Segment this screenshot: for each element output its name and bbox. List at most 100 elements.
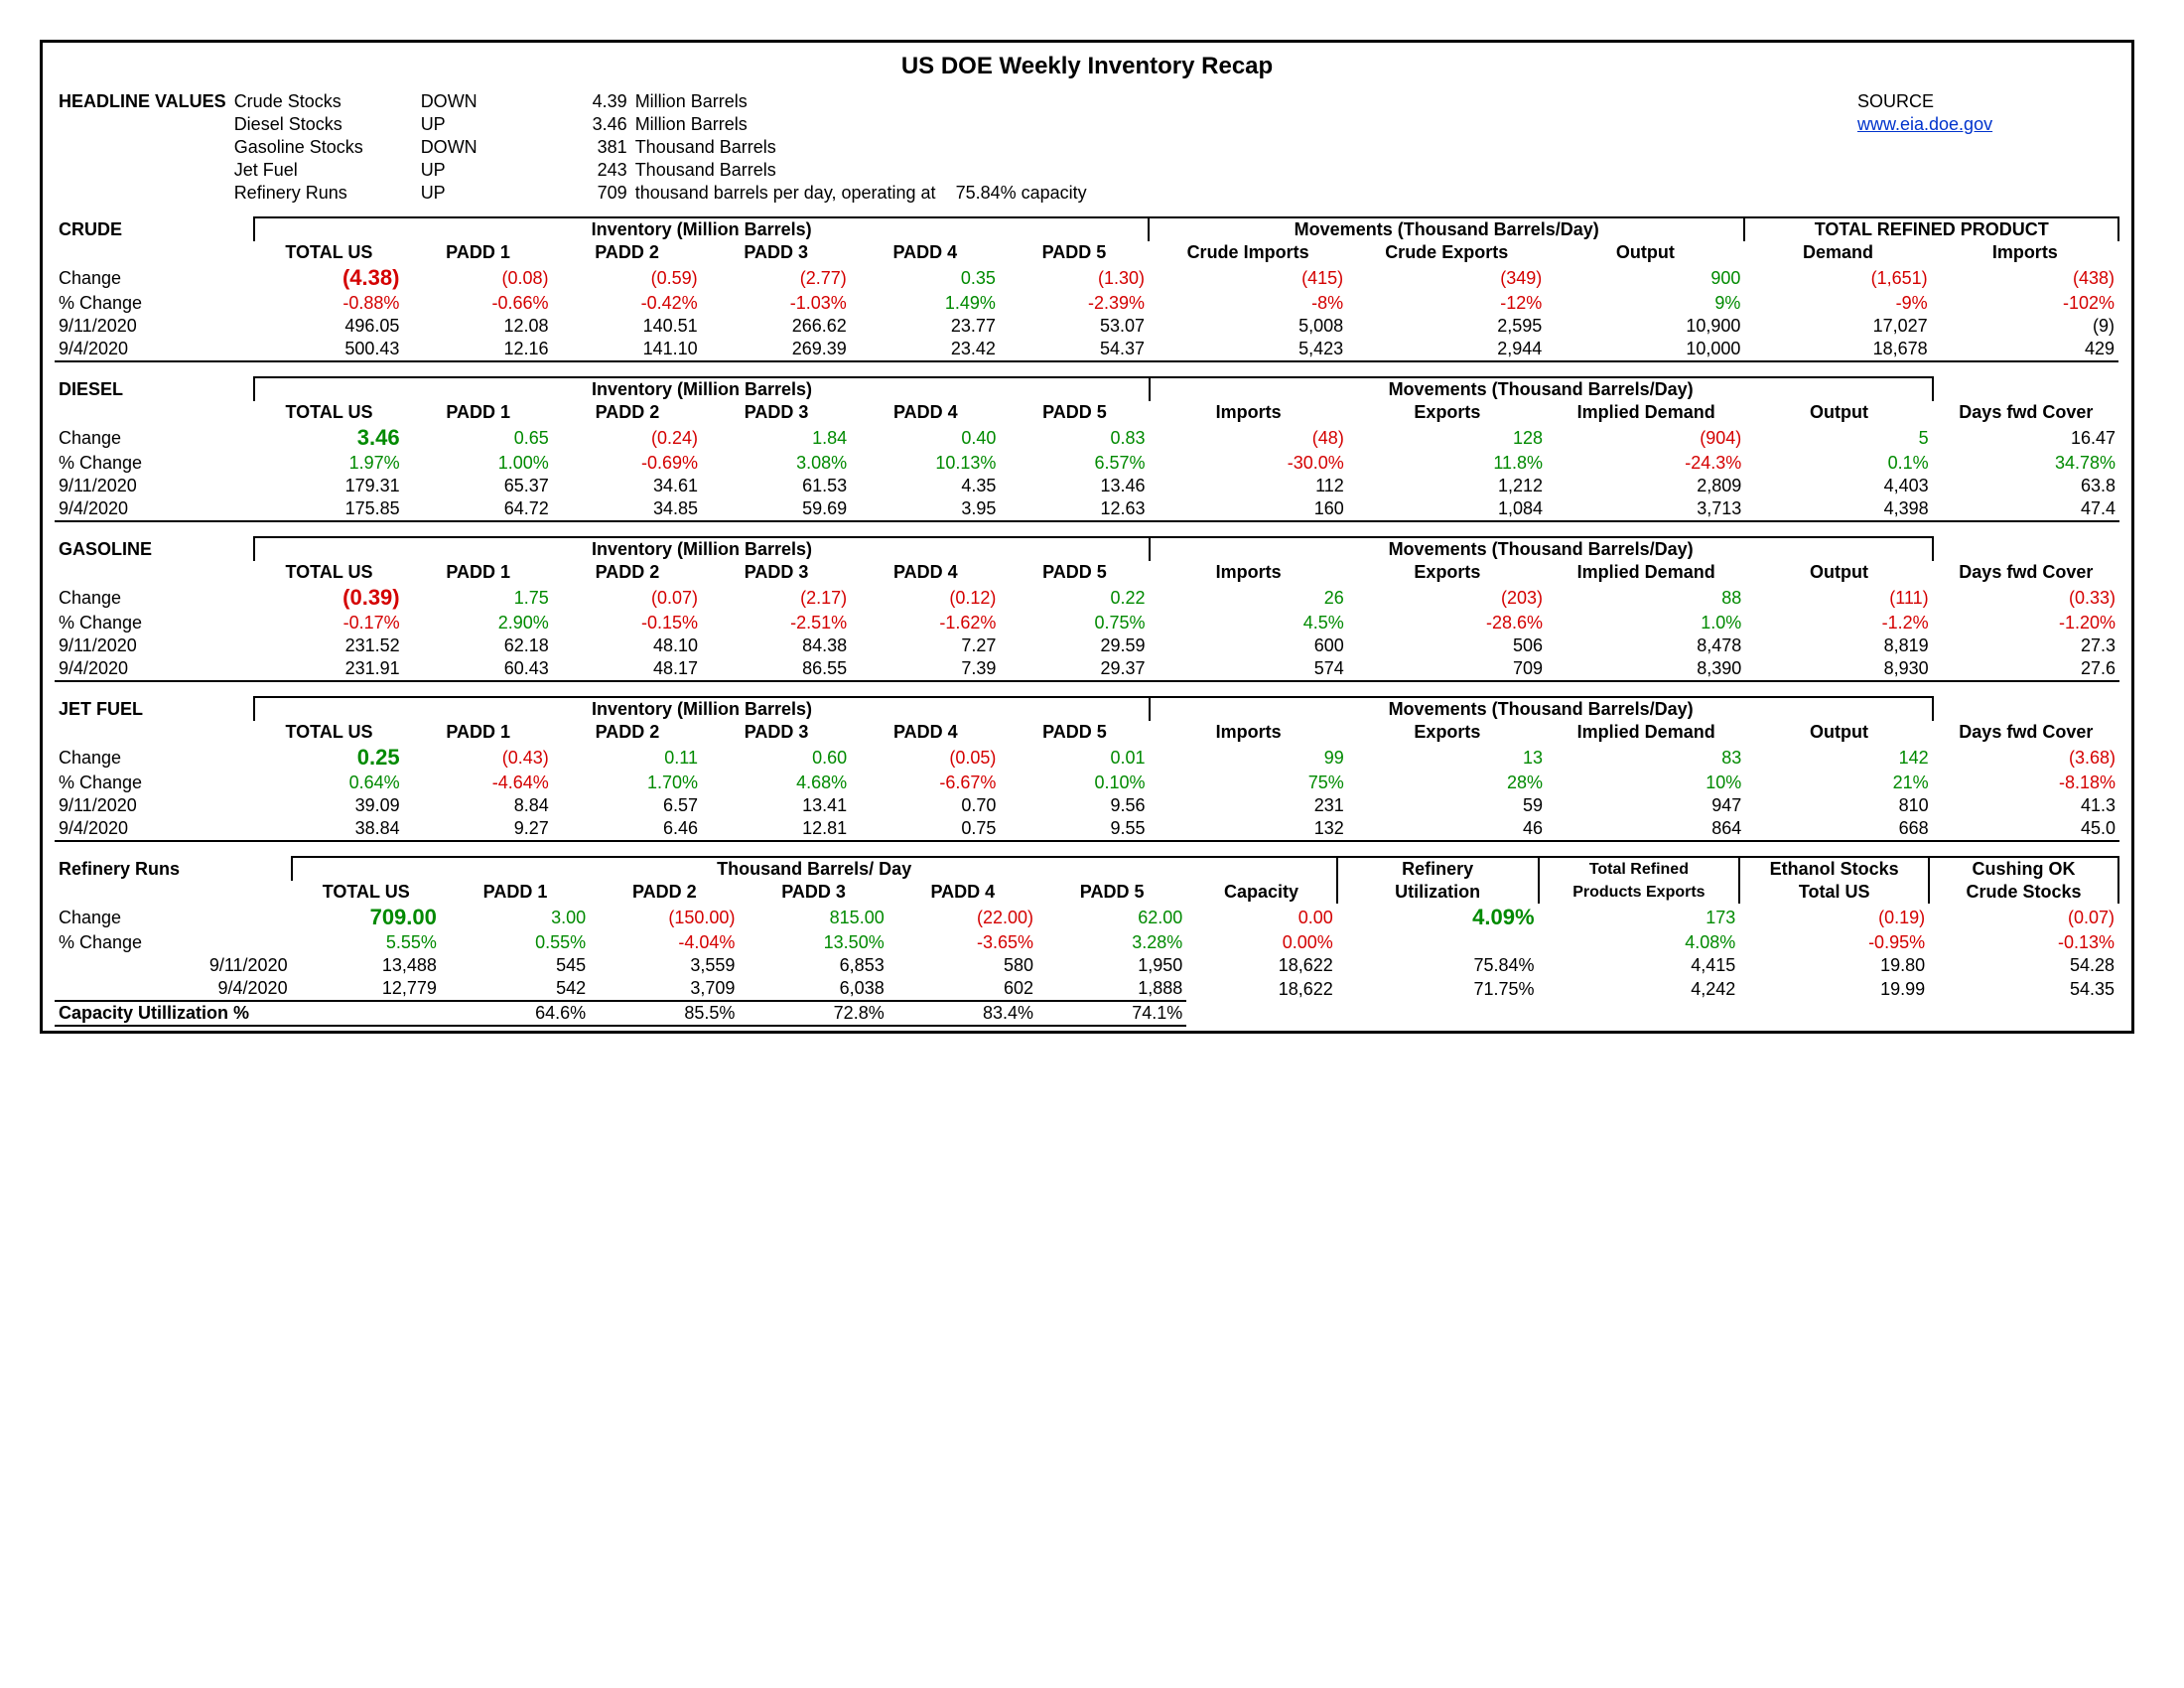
data-cell: 1.70% bbox=[553, 772, 702, 794]
data-cell: 13,488 bbox=[292, 954, 441, 977]
data-cell: -9% bbox=[1744, 292, 1931, 315]
data-cell: 34.78% bbox=[1933, 452, 2119, 475]
data-cell: 34.61 bbox=[553, 475, 702, 497]
data-cell: 34.85 bbox=[553, 497, 702, 521]
data-cell: 142 bbox=[1745, 744, 1932, 772]
data-cell: 5.55% bbox=[292, 931, 441, 954]
data-cell: (1,651) bbox=[1744, 264, 1931, 292]
data-cell: 19.99 bbox=[1739, 977, 1929, 1001]
data-cell: 545 bbox=[441, 954, 590, 977]
data-cell: 3,713 bbox=[1547, 497, 1745, 521]
data-cell: 60.43 bbox=[404, 657, 553, 681]
data-cell: 54.37 bbox=[1000, 338, 1149, 361]
data-cell: 709 bbox=[1348, 657, 1547, 681]
data-cell: 88 bbox=[1547, 584, 1745, 612]
refinery-table: Refinery Runs Thousand Barrels/ Day Refi… bbox=[55, 856, 2119, 1027]
data-cell: -0.95% bbox=[1739, 931, 1929, 954]
source-label: SOURCE bbox=[1853, 90, 2119, 113]
data-cell: 140.51 bbox=[553, 315, 702, 338]
data-cell: (0.59) bbox=[553, 264, 702, 292]
data-cell: 26 bbox=[1150, 584, 1348, 612]
data-cell: 99 bbox=[1150, 744, 1348, 772]
data-cell: 13.46 bbox=[1000, 475, 1149, 497]
data-cell: 2,595 bbox=[1347, 315, 1546, 338]
data-cell: 1,212 bbox=[1348, 475, 1547, 497]
data-cell: 4.08% bbox=[1539, 931, 1740, 954]
data-cell: 1.0% bbox=[1547, 612, 1745, 634]
data-cell: 59 bbox=[1348, 794, 1547, 817]
data-cell: 179.31 bbox=[254, 475, 403, 497]
data-cell: 3.08% bbox=[702, 452, 851, 475]
data-cell: 0.11 bbox=[553, 744, 702, 772]
data-cell: 4.5% bbox=[1150, 612, 1348, 634]
data-cell: 83 bbox=[1547, 744, 1745, 772]
data-cell: -28.6% bbox=[1348, 612, 1547, 634]
data-cell: 12.08 bbox=[403, 315, 552, 338]
data-cell: 11.8% bbox=[1348, 452, 1547, 475]
data-cell: 0.35 bbox=[851, 264, 1000, 292]
data-cell: (0.07) bbox=[1929, 904, 2118, 931]
data-cell: 269.39 bbox=[702, 338, 851, 361]
data-cell: 4.68% bbox=[702, 772, 851, 794]
data-cell: 5,423 bbox=[1149, 338, 1347, 361]
data-cell: -12% bbox=[1347, 292, 1546, 315]
data-cell: 947 bbox=[1547, 794, 1745, 817]
source-link[interactable]: www.eia.doe.gov bbox=[1857, 114, 1992, 134]
data-cell: 1,084 bbox=[1348, 497, 1547, 521]
data-cell: 496.05 bbox=[254, 315, 403, 338]
data-cell: 4,403 bbox=[1745, 475, 1932, 497]
data-cell: 0.60 bbox=[702, 744, 851, 772]
gasoline-table: GASOLINE Inventory (Million Barrels) Mov… bbox=[55, 536, 2119, 682]
data-cell: 0.10% bbox=[1000, 772, 1149, 794]
data-cell: 13 bbox=[1348, 744, 1547, 772]
data-cell: 2,944 bbox=[1347, 338, 1546, 361]
data-cell: 75.84% bbox=[1337, 954, 1539, 977]
data-cell: 10,000 bbox=[1546, 338, 1744, 361]
data-cell: (2.17) bbox=[702, 584, 851, 612]
data-cell: 8,390 bbox=[1547, 657, 1745, 681]
diesel-table: DIESEL Inventory (Million Barrels) Movem… bbox=[55, 376, 2119, 522]
data-cell: 86.55 bbox=[702, 657, 851, 681]
data-cell: 12.63 bbox=[1000, 497, 1149, 521]
data-cell: (2.77) bbox=[702, 264, 851, 292]
data-cell: 2.90% bbox=[404, 612, 553, 634]
data-cell: (4.38) bbox=[254, 264, 403, 292]
data-cell: 132 bbox=[1150, 817, 1348, 841]
data-cell: 500.43 bbox=[254, 338, 403, 361]
data-cell: 13.50% bbox=[739, 931, 887, 954]
data-cell: 29.59 bbox=[1000, 634, 1149, 657]
data-cell: 175.85 bbox=[254, 497, 403, 521]
data-cell: 0.70 bbox=[851, 794, 1000, 817]
data-cell: 9.55 bbox=[1000, 817, 1149, 841]
data-cell: 8,930 bbox=[1745, 657, 1932, 681]
data-cell: 3.00 bbox=[441, 904, 590, 931]
data-cell: 141.10 bbox=[553, 338, 702, 361]
data-cell: 8,478 bbox=[1547, 634, 1745, 657]
data-cell: -6.67% bbox=[851, 772, 1000, 794]
data-cell: 48.10 bbox=[553, 634, 702, 657]
data-cell: 173 bbox=[1539, 904, 1740, 931]
data-cell: 600 bbox=[1150, 634, 1348, 657]
data-cell: 864 bbox=[1547, 817, 1745, 841]
data-cell: (48) bbox=[1150, 424, 1348, 452]
data-cell: -0.13% bbox=[1929, 931, 2118, 954]
data-cell: 10% bbox=[1547, 772, 1745, 794]
data-cell: 48.17 bbox=[553, 657, 702, 681]
data-cell: 64.72 bbox=[404, 497, 553, 521]
data-cell: (0.39) bbox=[254, 584, 403, 612]
data-cell: 4,415 bbox=[1539, 954, 1740, 977]
data-cell: -1.62% bbox=[851, 612, 1000, 634]
data-cell: 0.22 bbox=[1000, 584, 1149, 612]
data-cell: (1.30) bbox=[1000, 264, 1149, 292]
data-cell: 1,950 bbox=[1037, 954, 1186, 977]
data-cell: (0.24) bbox=[553, 424, 702, 452]
report-sheet: US DOE Weekly Inventory Recap HEADLINE V… bbox=[40, 40, 2134, 1034]
data-cell: 6.46 bbox=[553, 817, 702, 841]
data-cell: 62.18 bbox=[404, 634, 553, 657]
data-cell: 2,809 bbox=[1547, 475, 1745, 497]
data-cell: 668 bbox=[1745, 817, 1932, 841]
data-cell: 7.27 bbox=[851, 634, 1000, 657]
data-cell: 8,819 bbox=[1745, 634, 1932, 657]
data-cell: -0.88% bbox=[254, 292, 403, 315]
data-cell: 1,888 bbox=[1037, 977, 1186, 1001]
